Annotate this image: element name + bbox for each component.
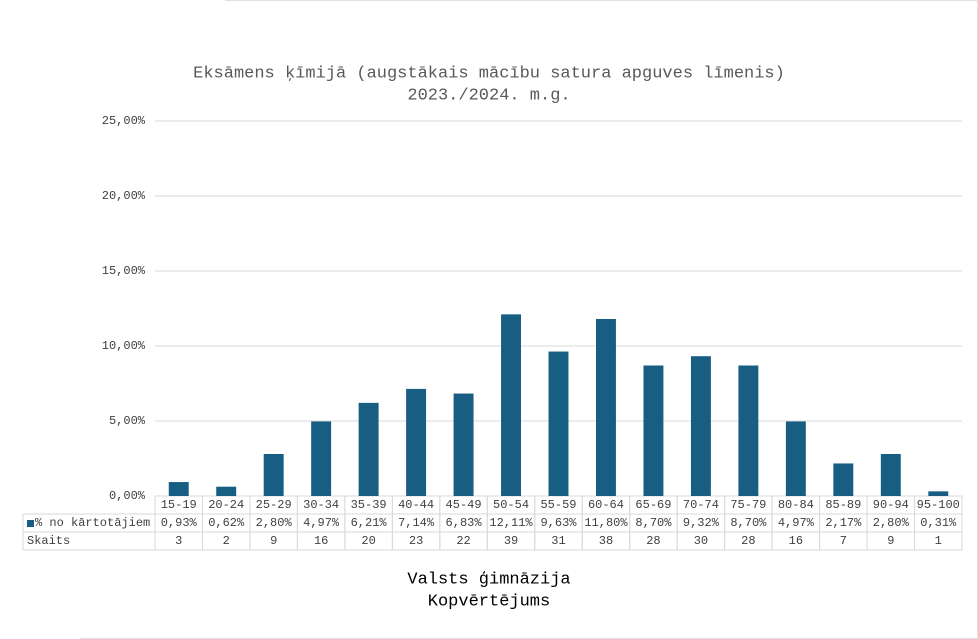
bar bbox=[833, 463, 854, 496]
x-tick-label: 90-94 bbox=[873, 498, 909, 512]
value-label: 0,31% bbox=[920, 516, 957, 530]
y-tick-label: 25,00% bbox=[102, 114, 146, 128]
y-tick-label: 5,00% bbox=[109, 414, 146, 428]
y-tick-label: 20,00% bbox=[102, 189, 146, 203]
y-tick-label: 15,00% bbox=[102, 264, 146, 278]
value-label: 11,80% bbox=[584, 516, 628, 530]
count-label: 38 bbox=[599, 534, 613, 548]
bar bbox=[643, 365, 664, 496]
count-label: 3 bbox=[175, 534, 182, 548]
count-label: 9 bbox=[270, 534, 277, 548]
x-tick-label: 75-79 bbox=[730, 498, 766, 512]
value-label: 2,80% bbox=[873, 516, 910, 530]
bar bbox=[216, 486, 237, 496]
chart-title: Eksāmens ķīmijā (augstākais mācību satur… bbox=[193, 64, 785, 83]
bar bbox=[928, 491, 949, 496]
bar bbox=[548, 351, 569, 496]
value-label: 7,14% bbox=[398, 516, 435, 530]
bar bbox=[263, 454, 284, 496]
count-label: 30 bbox=[694, 534, 708, 548]
chart-subtitle: 2023./2024. m.g. bbox=[407, 86, 570, 105]
footer-line: Valsts ģimnāzija bbox=[407, 570, 570, 589]
count-label: 22 bbox=[456, 534, 470, 548]
value-label: 8,70% bbox=[635, 516, 672, 530]
count-label: 9 bbox=[887, 534, 894, 548]
bar bbox=[168, 482, 189, 496]
legend-key bbox=[27, 520, 34, 527]
value-label: 4,97% bbox=[303, 516, 340, 530]
y-tick-label: 0,00% bbox=[109, 489, 146, 503]
x-tick-label: 35-39 bbox=[351, 498, 387, 512]
value-label: 2,17% bbox=[825, 516, 862, 530]
count-label: 20 bbox=[361, 534, 375, 548]
x-tick-label: 60-64 bbox=[588, 498, 624, 512]
count-label: 28 bbox=[646, 534, 660, 548]
value-label: 2,80% bbox=[256, 516, 293, 530]
bar bbox=[690, 356, 711, 496]
bar bbox=[880, 454, 901, 496]
value-label: 9,32% bbox=[683, 516, 720, 530]
bar bbox=[785, 421, 806, 496]
x-tick-label: 85-89 bbox=[825, 498, 861, 512]
value-label: 4,97% bbox=[778, 516, 815, 530]
value-label: 8,70% bbox=[730, 516, 767, 530]
count-label: 1 bbox=[935, 534, 942, 548]
count-label: 2 bbox=[223, 534, 230, 548]
value-label: 12,11% bbox=[489, 516, 533, 530]
bar bbox=[596, 319, 616, 496]
value-label: 9,63% bbox=[540, 516, 577, 530]
x-tick-label: 95-100 bbox=[917, 498, 960, 512]
bar bbox=[501, 314, 521, 496]
x-tick-label: 50-54 bbox=[493, 498, 529, 512]
x-tick-label: 20-24 bbox=[208, 498, 244, 512]
table-cell bbox=[914, 531, 963, 551]
footer-line: Kopvērtējums bbox=[428, 592, 550, 611]
x-tick-label: 25-29 bbox=[256, 498, 292, 512]
value-label: 6,83% bbox=[446, 516, 483, 530]
bar bbox=[358, 402, 379, 496]
bar bbox=[406, 388, 427, 496]
x-tick-label: 65-69 bbox=[635, 498, 671, 512]
count-label: 16 bbox=[314, 534, 328, 548]
count-label: 28 bbox=[741, 534, 755, 548]
bar bbox=[738, 365, 759, 496]
bar bbox=[453, 393, 474, 496]
legend-label: % no kārtotājiem bbox=[35, 516, 150, 530]
count-label: 23 bbox=[409, 534, 423, 548]
table-row-label: Skaits bbox=[27, 534, 70, 548]
x-tick-label: 30-34 bbox=[303, 498, 339, 512]
x-tick-label: 15-19 bbox=[161, 498, 197, 512]
x-tick-label: 45-49 bbox=[446, 498, 482, 512]
x-tick-label: 40-44 bbox=[398, 498, 434, 512]
bar bbox=[311, 421, 332, 496]
y-tick-label: 10,00% bbox=[102, 339, 146, 353]
value-label: 0,93% bbox=[161, 516, 198, 530]
count-label: 39 bbox=[504, 534, 518, 548]
x-tick-label: 55-59 bbox=[540, 498, 576, 512]
count-label: 16 bbox=[789, 534, 803, 548]
value-label: 0,62% bbox=[208, 516, 245, 530]
x-tick-label: 80-84 bbox=[778, 498, 814, 512]
value-label: 6,21% bbox=[351, 516, 388, 530]
count-label: 31 bbox=[551, 534, 565, 548]
x-tick-label: 70-74 bbox=[683, 498, 719, 512]
count-label: 7 bbox=[840, 534, 847, 548]
